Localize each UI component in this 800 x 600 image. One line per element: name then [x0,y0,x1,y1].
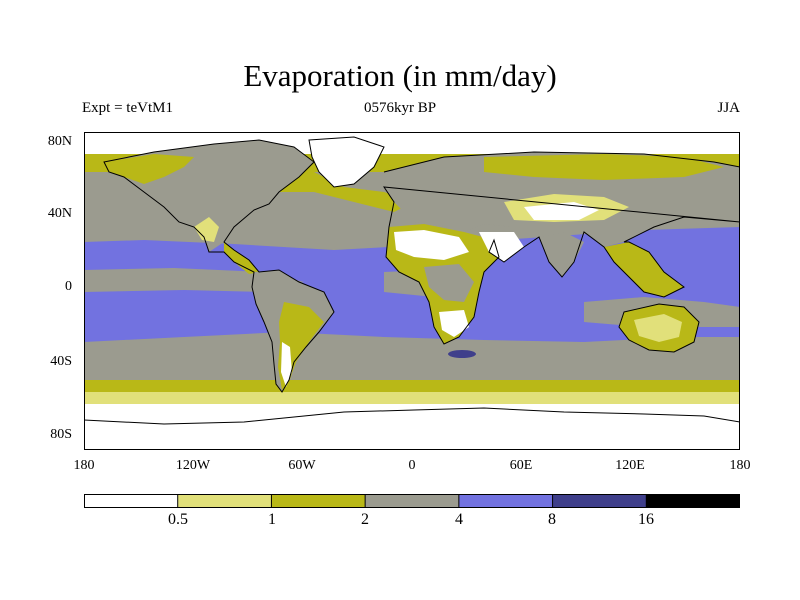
colorbar-label-1: 1 [268,511,276,528]
y-tick-0: 0 [65,279,72,294]
colorbar-label-0-5: 0.5 [168,511,188,528]
colorbar-swatch [552,494,647,508]
central-america [224,242,259,274]
x-tick-60w: 60W [288,458,316,473]
antarctica [84,404,740,450]
colorbar-swatch [365,494,460,508]
season-label: JJA [717,100,740,116]
patagonia-dry [281,342,292,387]
y-tick-40s: 40S [50,354,72,369]
colorbar-label-16: 16 [638,511,654,528]
x-tick-0: 0 [408,458,416,473]
colorbar-swatch [177,494,272,508]
x-tick-180e: 180 [729,458,751,473]
southeast-asia [604,242,684,297]
y-tick-40n: 40N [47,206,72,221]
us-west-dry [194,217,219,242]
central-africa [424,264,474,302]
colorbar-swatch [271,494,366,508]
experiment-label: Expt = teVtM1 [82,100,173,116]
sahara [394,230,469,260]
colorbar-swatch [84,494,179,508]
x-tick-60e: 60E [509,458,533,473]
evaporation-map [84,132,740,450]
colorbar-swatch [646,494,740,508]
colorbar-swatch [458,494,554,508]
south-gray-band [84,332,740,387]
australia-dry [634,314,682,342]
x-tick-180w: 180 [73,458,95,473]
period-label: 0576kyr BP [363,100,437,116]
southern-ocean-light [84,392,740,404]
colorbar-label-8: 8 [548,511,556,528]
kalahari [439,310,469,337]
map-title: Evaporation (in mm/day) [243,58,557,93]
colorbar-border [84,494,740,508]
y-tick-80n: 80N [47,134,72,149]
greenland [309,137,384,187]
siberia-olive [484,154,724,180]
colorbar [84,494,740,508]
colorbar-label-2: 2 [361,511,369,528]
x-tick-120e: 120E [615,458,645,473]
arabia [479,232,524,262]
agulhas-hotspot [448,350,476,358]
y-tick-80s: 80S [50,427,72,442]
india [539,232,584,277]
x-tick-120w: 120W [175,458,211,473]
colorbar-label-4: 4 [455,511,463,528]
north-america-olive [104,154,194,184]
